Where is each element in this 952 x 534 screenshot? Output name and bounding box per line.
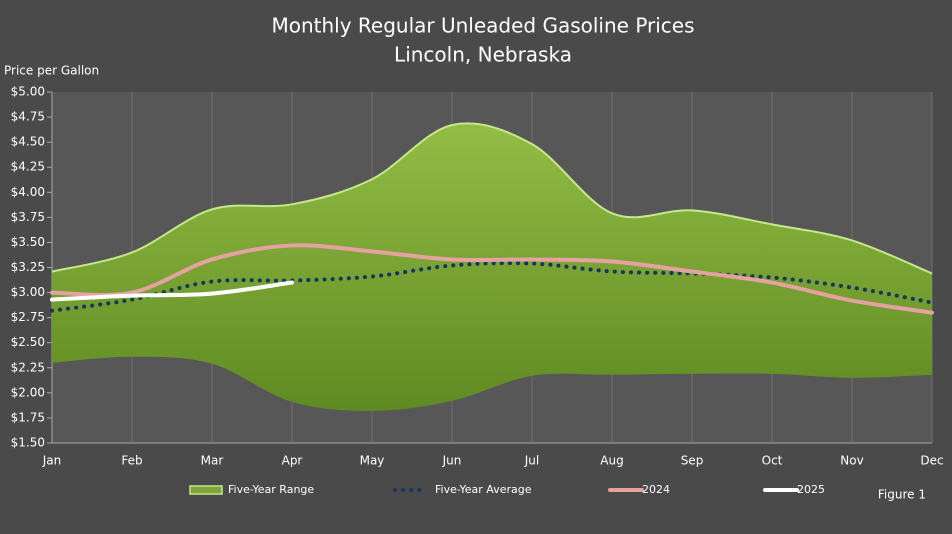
legend-label: 2025 <box>797 483 825 496</box>
y-tick-label: $2.25 <box>11 360 45 374</box>
y-tick-label: $2.50 <box>11 335 45 349</box>
range-area <box>52 123 932 411</box>
x-tick-label: Sep <box>681 454 704 468</box>
x-tick-label: Feb <box>121 454 142 468</box>
y-tick-label: $1.50 <box>11 436 45 450</box>
series-line <box>50 261 934 313</box>
y-tick-label: $2.75 <box>11 310 45 324</box>
legend-label: Five-Year Range <box>228 483 314 496</box>
chart-subtitle: Lincoln, Nebraska <box>394 43 572 67</box>
chart-title: Monthly Regular Unleaded Gasoline Prices <box>271 14 694 38</box>
legend-label: 2024 <box>642 483 670 496</box>
x-tick-label: Aug <box>600 454 623 468</box>
series-line <box>50 243 934 315</box>
y-tick-label: $4.75 <box>11 110 45 124</box>
y-axis-label: Price per Gallon <box>4 64 99 78</box>
y-tick-label: $1.75 <box>11 410 45 424</box>
x-tick-label: Mar <box>201 454 224 468</box>
x-tick-label: Nov <box>840 454 863 468</box>
x-tick-label: Oct <box>762 454 783 468</box>
y-tick-label: $4.00 <box>11 185 45 199</box>
legend-label: Five-Year Average <box>435 483 532 496</box>
x-tick-label: Apr <box>282 454 303 468</box>
series-line <box>50 280 294 302</box>
y-tick-label: $5.00 <box>11 85 45 99</box>
x-tick-label: May <box>360 454 385 468</box>
y-tick-label: $4.50 <box>11 135 45 149</box>
range-top-edge <box>51 122 933 275</box>
x-tick-label: Jul <box>524 454 539 468</box>
figure-note: Figure 1 <box>878 488 926 502</box>
x-tick-label: Jun <box>442 454 462 468</box>
x-tick-label: Dec <box>920 454 943 468</box>
y-tick-label: $3.25 <box>11 260 45 274</box>
y-tick-label: $3.50 <box>11 235 45 249</box>
x-tick-label: Jan <box>42 454 62 468</box>
y-tick-label: $3.75 <box>11 210 45 224</box>
y-tick-label: $4.25 <box>11 160 45 174</box>
legend-swatch <box>189 485 223 495</box>
y-tick-label: $3.00 <box>11 285 45 299</box>
y-tick-label: $2.00 <box>11 385 45 399</box>
